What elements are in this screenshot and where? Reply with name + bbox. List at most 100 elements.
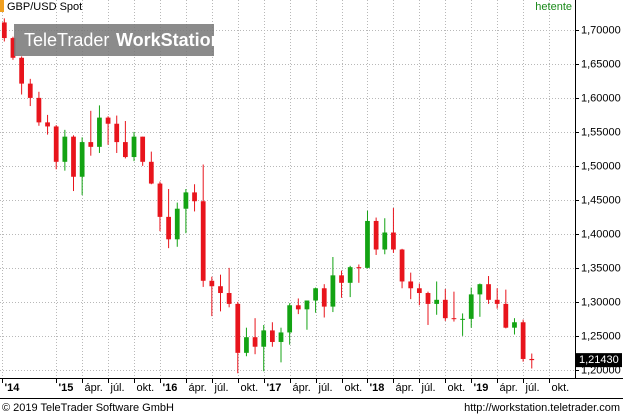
y-tick-label: 1,25000: [581, 330, 621, 342]
candle-body: [278, 332, 284, 342]
x-tick-label: okt.: [241, 382, 259, 394]
candle-body: [183, 192, 189, 209]
candle-body: [304, 300, 310, 310]
x-tick-label: '19: [474, 382, 489, 394]
x-tick-label: júl.: [421, 382, 436, 394]
y-tick-label: 1,40000: [581, 228, 621, 240]
y-tick-label: 1,55000: [581, 126, 621, 138]
candle-body: [468, 294, 474, 319]
candle-body: [218, 286, 223, 294]
candle-body: [287, 305, 293, 333]
x-tick-label: ápr.: [396, 382, 414, 394]
candle-body: [114, 123, 120, 143]
candle-body: [382, 232, 388, 250]
candle-body: [10, 38, 16, 58]
candle-body: [88, 142, 94, 147]
y-tick-label: 1,60000: [581, 92, 621, 104]
candle-body: [97, 117, 102, 147]
candle-body: [399, 249, 405, 282]
candle-body: [174, 208, 180, 240]
symbol-marker: [0, 0, 4, 12]
candle-body: [192, 192, 197, 202]
x-tick-label: '16: [163, 382, 178, 394]
watermark-box: [14, 24, 214, 56]
candle-body: [62, 136, 68, 162]
x-tick-label: ápr.: [293, 382, 311, 394]
interval: hetente: [535, 1, 572, 13]
candle-body: [408, 281, 414, 289]
candle-body: [520, 322, 526, 359]
x-tick-label: ápr.: [500, 382, 518, 394]
x-tick-label: okt.: [552, 382, 570, 394]
candle-body: [19, 57, 24, 84]
candle-body: [391, 232, 396, 250]
candle-body: [226, 293, 232, 304]
candle-body: [512, 322, 517, 328]
x-tick-label: '17: [267, 382, 282, 394]
watermark-product: WorkStation: [116, 30, 222, 50]
y-tick-label: 1,65000: [581, 58, 621, 70]
candle-body: [148, 161, 154, 184]
x-tick-label: ápr.: [85, 382, 103, 394]
candle-body: [451, 318, 457, 320]
symbol: GBP/USD Spot: [7, 1, 82, 13]
candle-body: [477, 284, 483, 295]
candle-body: [494, 299, 500, 304]
x-tick-label: '14: [5, 382, 21, 394]
candle-body: [79, 142, 85, 177]
y-tick-label: 1,50000: [581, 160, 621, 172]
watermark-brand: TeleTrader: [24, 30, 109, 50]
last-price-box: [576, 353, 622, 368]
y-tick-label: 1,45000: [581, 194, 621, 206]
candle-body: [486, 284, 491, 300]
candle-body: [529, 358, 535, 361]
candle-body: [321, 288, 327, 307]
candle-body: [503, 303, 509, 328]
candle-body: [157, 183, 163, 217]
x-tick-label: júl.: [110, 382, 125, 394]
candle-body: [460, 318, 465, 320]
candle-body: [269, 330, 275, 342]
candle-body: [434, 299, 440, 304]
candle-body: [244, 337, 249, 353]
x-tick-label: júl.: [525, 382, 540, 394]
candle-body: [261, 330, 267, 347]
candle-body: [1, 22, 7, 39]
candle-body: [416, 288, 422, 294]
y-tick-label: 1,20000: [581, 364, 621, 376]
last-price-label: 1,21430: [579, 354, 619, 366]
candle-body: [140, 136, 146, 162]
candle-body: [425, 293, 431, 304]
candle-body: [365, 220, 370, 268]
candle-body: [36, 97, 42, 123]
x-tick-label: okt.: [345, 382, 363, 394]
candle-body: [200, 201, 206, 281]
candle-body: [347, 267, 353, 283]
candle-body: [45, 122, 50, 127]
candle-body: [209, 280, 215, 287]
candle-body: [131, 136, 137, 158]
candle-body: [442, 299, 448, 319]
candle-body: [330, 275, 336, 307]
x-tick-label: okt.: [448, 382, 466, 394]
y-tick-label: 1,70000: [581, 24, 621, 36]
x-tick-label: '15: [59, 382, 74, 394]
candle-body: [373, 220, 379, 250]
candle-body: [339, 275, 344, 283]
candle-body: [53, 126, 59, 162]
x-tick-label: ápr.: [189, 382, 207, 394]
candle-body: [27, 83, 33, 98]
candle-body: [313, 288, 318, 301]
x-tick-label: '18: [370, 382, 385, 394]
x-tick-label: júl.: [318, 382, 333, 394]
y-tick-label: 1,30000: [581, 296, 621, 308]
candle-body: [235, 303, 241, 353]
x-tick-label: okt.: [137, 382, 155, 394]
x-tick-label: júl.: [214, 382, 229, 394]
candle-body: [356, 267, 362, 269]
candle-body: [71, 136, 76, 177]
url: http://workstation.teletrader.com: [464, 402, 620, 414]
y-tick-label: 1,35000: [581, 262, 621, 274]
